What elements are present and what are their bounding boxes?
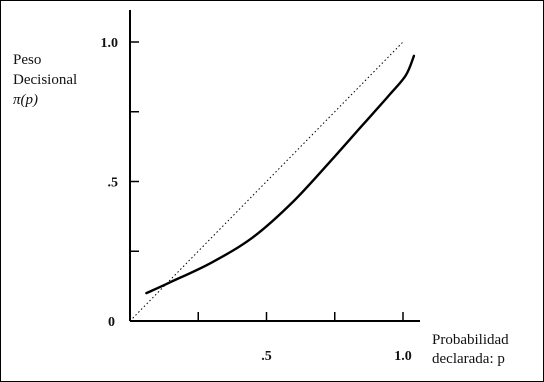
y-ticks: .5 1.0 (101, 36, 139, 252)
x-ticks: .5 1.0 (197, 312, 412, 364)
series-group (129, 41, 416, 322)
x-tick-label: .5 (261, 349, 272, 364)
x-tick-label: 1.0 (394, 349, 412, 364)
reference-diagonal-line (129, 41, 404, 322)
y-axis-label-line-1: Peso (13, 52, 41, 68)
y-axis-label-line-2: Decisional (13, 72, 77, 88)
x-axis-label-line-2: declarada: p (432, 351, 505, 367)
y-tick-label: 1.0 (101, 36, 119, 51)
y-axis-label-line-3: π(p) (13, 92, 38, 108)
weighting-curve-line (145, 54, 416, 295)
y-tick-label: .5 (108, 176, 119, 191)
origin-label: 0 (108, 315, 115, 330)
x-axis-label-line-1: Probabilidad (432, 332, 509, 348)
